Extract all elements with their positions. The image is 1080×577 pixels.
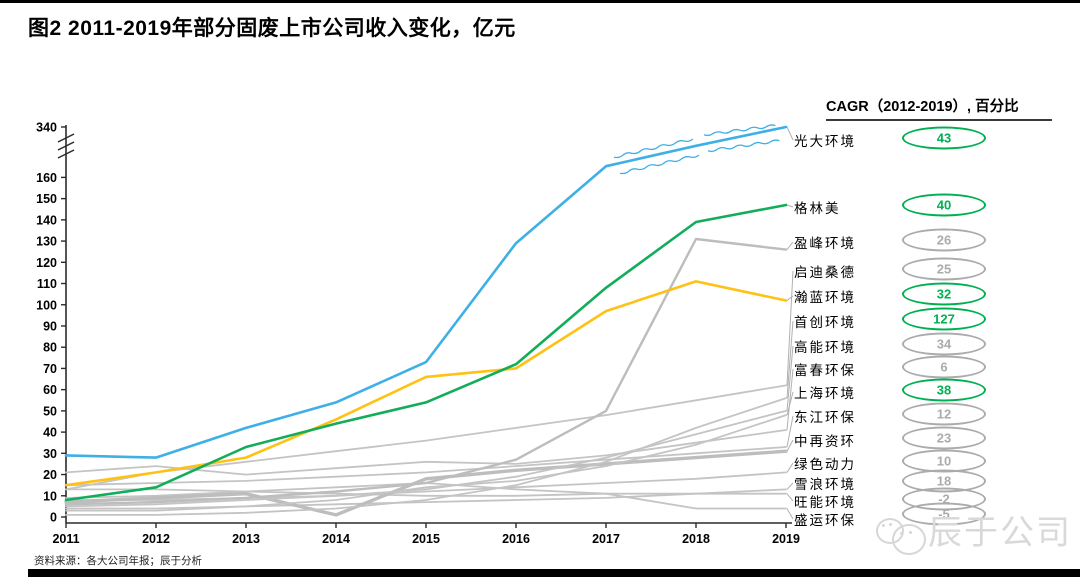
company-label-fuchun: 富春环保 xyxy=(794,363,856,379)
x-tick-label: 2016 xyxy=(502,532,530,546)
y-tick-label: 10 xyxy=(43,489,57,503)
company-label-lvsedongli: 绿色动力 xyxy=(794,457,856,473)
label-leader-gem xyxy=(786,204,794,208)
chart-line-everbright xyxy=(64,125,788,459)
x-tick-label: 2015 xyxy=(412,532,440,546)
chart-line-zhongzai xyxy=(64,449,788,517)
break-squiggle xyxy=(619,154,700,175)
label-leader-xuelang xyxy=(786,482,794,490)
y-tick-label: 90 xyxy=(43,319,57,333)
chart-line-dongjiang xyxy=(65,446,787,487)
x-tick-label: 2014 xyxy=(322,532,350,546)
label-leader-capital xyxy=(786,320,794,399)
label-leader-qidi xyxy=(786,270,794,386)
cagr-oval-gem: 40 xyxy=(902,193,986,217)
cagr-oval-qidi: 25 xyxy=(902,257,986,281)
label-leader-everbright xyxy=(786,126,794,141)
x-tick-label: 2012 xyxy=(142,532,170,546)
chart-line-yingfeng xyxy=(64,237,788,506)
chart-line-gem xyxy=(64,203,788,502)
cagr-oval-shengyun: -5 xyxy=(902,502,986,526)
cagr-oval-dongjiang: 12 xyxy=(902,402,986,426)
cagr-oval-zhongzai: 23 xyxy=(902,426,986,450)
chart-line-lvsedongli xyxy=(65,471,787,501)
axis-break-mark xyxy=(57,149,75,159)
break-squiggle xyxy=(703,124,776,137)
company-label-dongjiang: 东江环保 xyxy=(794,410,856,426)
x-tick-label: 2019 xyxy=(772,532,800,546)
y-tick-label: 20 xyxy=(43,468,57,482)
y-tick-label: 70 xyxy=(43,362,57,376)
y-tick-label: 150 xyxy=(36,192,57,206)
x-tick-label: 2017 xyxy=(592,532,620,546)
company-label-capital: 首创环境 xyxy=(794,315,856,331)
cagr-oval-shanghai: 38 xyxy=(902,378,986,402)
cagr-oval-yingfeng: 26 xyxy=(902,228,986,252)
chart-title: 图2 2011-2019年部分固废上市公司收入变化，亿元 xyxy=(28,17,516,40)
label-leader-lvsedongli xyxy=(786,462,794,473)
break-squiggle xyxy=(707,139,780,153)
y-tick-label: 120 xyxy=(36,256,57,270)
chart-line-capital xyxy=(65,397,787,516)
company-label-shengyun: 盛运环保 xyxy=(794,513,856,529)
company-label-yingfeng: 盈峰环境 xyxy=(794,236,856,252)
bottom-border-bar xyxy=(28,569,1080,577)
x-tick-label: 2018 xyxy=(682,532,710,546)
label-leader-wangneng xyxy=(786,493,794,502)
x-tick-label: 2011 xyxy=(52,532,79,546)
y-tick-label: 140 xyxy=(36,213,57,227)
label-leader-shanghai xyxy=(786,391,794,416)
y-tick-label: 110 xyxy=(37,277,57,291)
y-tick-label: 160 xyxy=(36,171,57,185)
cagr-oval-hanlan: 32 xyxy=(902,282,986,306)
label-leader-shengyun xyxy=(786,508,794,520)
cagr-oval-capital: 127 xyxy=(902,307,986,331)
y-tick-label: 340 xyxy=(36,121,57,135)
y-tick-label: 80 xyxy=(43,341,57,355)
label-leader-gaoneng xyxy=(786,345,794,411)
y-tick-label: 100 xyxy=(36,298,57,312)
label-leader-zhongzai xyxy=(786,439,794,452)
company-label-hanlan: 瀚蓝环境 xyxy=(794,290,856,306)
x-tick-label: 2013 xyxy=(232,532,260,546)
axis-break-mark xyxy=(57,141,75,151)
y-tick-label: 30 xyxy=(43,447,57,461)
y-tick-label: 50 xyxy=(43,404,57,418)
label-leader-dongjiang xyxy=(786,415,794,448)
top-border-bar xyxy=(0,0,1080,3)
company-label-qidi: 启迪桑德 xyxy=(794,265,856,281)
company-label-gem: 格林美 xyxy=(794,201,841,217)
cagr-oval-gaoneng: 34 xyxy=(902,332,986,356)
chart-line-wangneng xyxy=(65,488,787,497)
company-label-zhongzai: 中再资环 xyxy=(794,434,856,450)
chart-line-shanghai xyxy=(65,414,787,512)
cagr-oval-everbright: 43 xyxy=(902,126,986,150)
axis-break-mark xyxy=(57,133,75,143)
company-label-xuelang: 雪浪环境 xyxy=(794,477,856,493)
y-tick-label: 40 xyxy=(43,426,57,440)
company-label-shanghai: 上海环境 xyxy=(794,386,856,402)
label-leader-yingfeng xyxy=(786,241,794,250)
cagr-column-header: CAGR（2012-2019）, 百分比 xyxy=(826,95,1052,121)
chart-line-hanlan xyxy=(64,280,788,487)
cagr-oval-fuchun: 6 xyxy=(902,355,986,379)
y-tick-label: 0 xyxy=(50,511,57,525)
company-label-wangneng: 旺能环境 xyxy=(794,495,856,511)
y-tick-label: 60 xyxy=(43,383,57,397)
break-squiggle xyxy=(613,138,694,159)
company-label-everbright: 光大环境 xyxy=(794,134,856,150)
label-leader-hanlan xyxy=(786,295,794,301)
chart-line-xuelang xyxy=(65,488,787,510)
source-note: 资料来源：各大公司年报；辰于分析 xyxy=(34,555,202,567)
chart-line-qidi xyxy=(65,384,787,491)
company-label-gaoneng: 高能环境 xyxy=(794,340,856,356)
chart-line-gaoneng xyxy=(65,409,787,508)
y-tick-label: 130 xyxy=(36,235,57,249)
label-leader-fuchun xyxy=(786,368,794,431)
